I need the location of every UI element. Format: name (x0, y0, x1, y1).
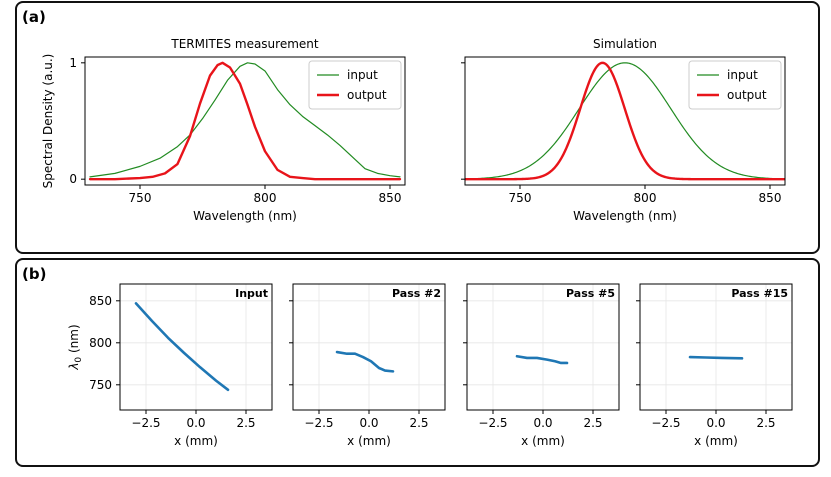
y-axis-label: λ0 (nm) (67, 324, 84, 370)
chart-0: 750 800 850 0 1 Wavelength (nm) TERMITES measu… (41, 37, 406, 223)
x-tick-label: −2.5 (651, 416, 680, 430)
series-line-λ0 (688, 355, 744, 360)
chart-title: TERMITES measurement (170, 37, 319, 51)
chart-title: Input (235, 287, 268, 300)
chart-title: Pass #2 (392, 287, 441, 300)
chart-title: Simulation (593, 37, 657, 51)
series-line-λ0 (335, 350, 395, 373)
panel-b-label: (b) (22, 265, 46, 283)
plot-frame (464, 56, 786, 186)
x-tick-label: 800 (634, 191, 657, 205)
panel-b-frame (15, 258, 820, 467)
legend-entry-input: input (347, 68, 378, 82)
x-axis-label: x (mm) (694, 434, 738, 448)
chart-5: −2.5 0.0 2.5 x (mm) Pass #15 (636, 283, 793, 448)
y-tick-label: 850 (89, 294, 112, 308)
y-tick-label: 0 (69, 172, 77, 186)
chart-title: Pass #5 (566, 287, 615, 300)
x-tick-label: 800 (254, 191, 277, 205)
x-tick-label: 2.5 (236, 416, 255, 430)
series-line-λ0 (515, 354, 569, 365)
y-tick-label: 750 (89, 378, 112, 392)
panel-a-label: (a) (22, 8, 46, 26)
series-line-output (88, 61, 402, 181)
series-line-input (89, 62, 401, 178)
legend-entry-output: output (347, 88, 387, 102)
chart-2: −2.5 0.0 2.5 750 800 850 x (mm) Input λ0 (nm) (67, 283, 273, 448)
x-axis-label: Wavelength (nm) (193, 209, 297, 223)
chart-1: 750 800 850 Wavelength (nm) Simulation input o… (461, 37, 786, 223)
x-tick-label: −2.5 (304, 416, 333, 430)
x-tick-label: 0.0 (706, 416, 725, 430)
series-line-input (465, 62, 785, 180)
x-axis-label: Wavelength (nm) (573, 209, 677, 223)
x-tick-label: 2.5 (583, 416, 602, 430)
x-tick-label: 850 (759, 191, 782, 205)
x-tick-label: 0.0 (533, 416, 552, 430)
x-tick-label: 2.5 (409, 416, 428, 430)
x-tick-label: 2.5 (756, 416, 775, 430)
y-tick-label: 800 (89, 336, 112, 350)
plot-frame (84, 56, 406, 186)
x-tick-label: 850 (379, 191, 402, 205)
y-tick-label: 1 (69, 56, 77, 70)
chart-title: Pass #15 (731, 287, 788, 300)
x-axis-label: x (mm) (521, 434, 565, 448)
x-axis-label: x (mm) (347, 434, 391, 448)
legend-box (688, 60, 782, 110)
x-tick-label: 0.0 (186, 416, 205, 430)
plots: 750 800 850 0 1 Wavelength (nm) TERMITES measu… (41, 37, 793, 448)
legend-entry-input: input (727, 68, 758, 82)
legend-box (308, 60, 402, 110)
x-tick-label: 750 (509, 191, 532, 205)
x-tick-label: 0.0 (359, 416, 378, 430)
x-axis-label: x (mm) (174, 434, 218, 448)
series-line-output (465, 61, 785, 181)
panel-a-frame (15, 1, 820, 254)
x-tick-label: −2.5 (478, 416, 507, 430)
chart-4: −2.5 0.0 2.5 x (mm) Pass #5 (463, 283, 620, 448)
series-line-λ0 (134, 302, 230, 392)
legend-entry-output: output (727, 88, 767, 102)
x-tick-label: 750 (129, 191, 152, 205)
y-axis-label: Spectral Density (a.u.) (41, 54, 55, 189)
chart-3: −2.5 0.0 2.5 x (mm) Pass #2 (289, 283, 446, 448)
x-tick-label: −2.5 (131, 416, 160, 430)
